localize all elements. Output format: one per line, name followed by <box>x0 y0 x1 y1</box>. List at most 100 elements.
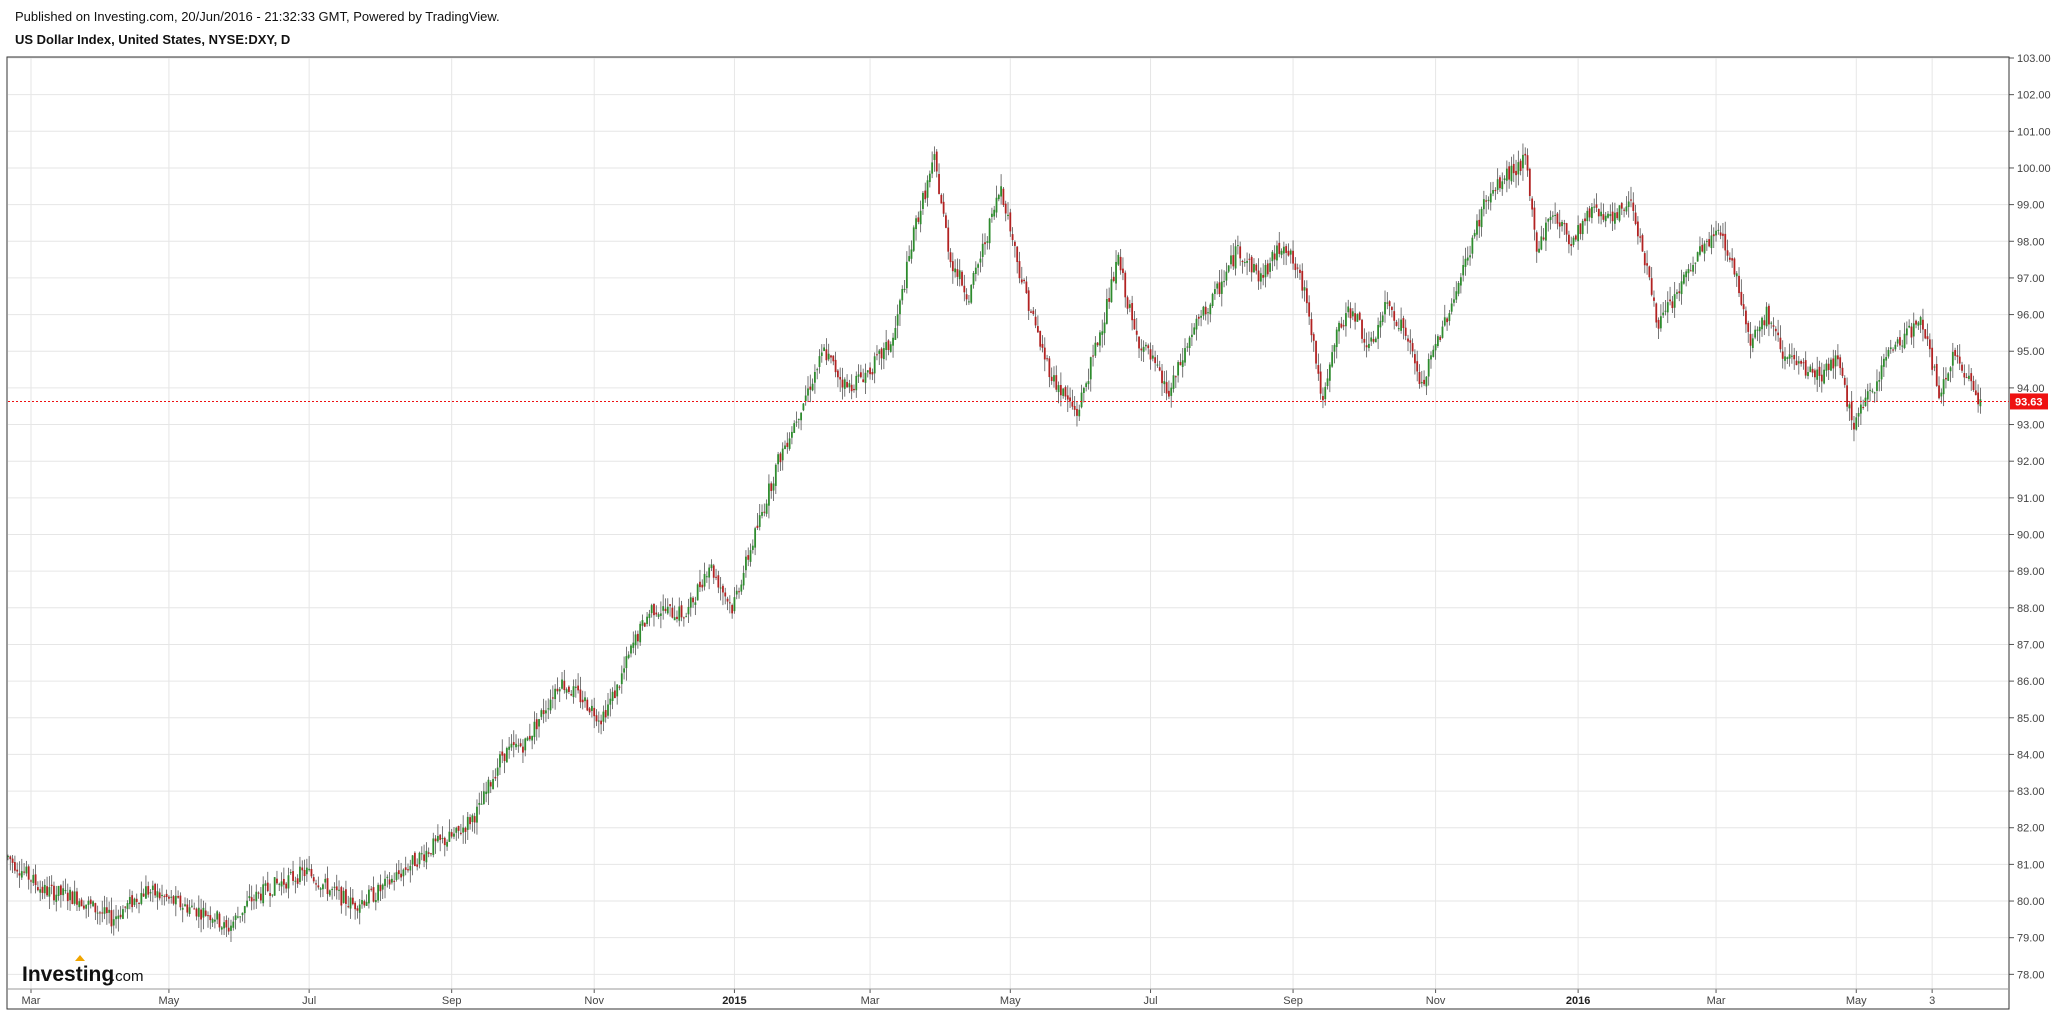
candle-body <box>18 873 21 876</box>
candle-body <box>1209 304 1212 315</box>
candle-body <box>333 886 336 888</box>
candle-body <box>1039 330 1042 347</box>
candle-body <box>756 525 759 528</box>
x-tick-label: Mar <box>1707 995 1726 1007</box>
candle-body <box>1434 343 1437 351</box>
candle-body <box>253 899 255 901</box>
candle-body <box>524 738 527 751</box>
candle-body <box>1466 257 1469 261</box>
candle-body <box>650 605 653 614</box>
candle-body <box>954 268 957 273</box>
candle-body <box>1082 388 1085 393</box>
candle-body <box>710 564 713 569</box>
candle-body <box>1774 328 1777 332</box>
candle-body <box>949 252 952 263</box>
candle-body <box>1186 346 1189 348</box>
candle-body <box>1648 266 1651 278</box>
candle-body <box>1641 235 1644 252</box>
candle-body <box>991 213 993 217</box>
candle-body <box>361 900 363 905</box>
candle-body <box>43 884 46 894</box>
candle-body <box>1889 347 1892 350</box>
candle-body <box>328 890 331 896</box>
candle-body <box>620 673 623 685</box>
y-tick-label: 83.00 <box>2017 786 2045 798</box>
candle-body <box>846 381 848 388</box>
candle-body <box>126 903 129 910</box>
candle-body <box>1839 357 1842 369</box>
candle-body <box>1859 404 1862 414</box>
candle-body <box>636 633 639 642</box>
candle-body <box>1558 222 1561 227</box>
candle-body <box>1634 212 1637 224</box>
candle-body <box>1636 221 1639 237</box>
candle-body <box>1425 376 1428 387</box>
candle-body <box>1099 332 1101 346</box>
candle-body <box>873 356 876 374</box>
candle-body <box>161 894 163 897</box>
candle-body <box>1687 268 1690 274</box>
candle-body <box>1701 244 1704 252</box>
candle-body <box>434 838 437 842</box>
candle-body <box>363 901 366 906</box>
candle-body <box>1080 392 1083 408</box>
candle-body <box>735 590 738 595</box>
candle-body <box>1958 356 1961 364</box>
candle-body <box>1370 337 1373 342</box>
candle-body <box>1391 306 1393 310</box>
candle-body <box>1253 264 1255 273</box>
candle-body <box>455 827 458 833</box>
candle-body <box>703 573 706 587</box>
candle-body <box>538 719 540 727</box>
candle-body <box>48 887 51 897</box>
candle-body <box>1912 323 1915 337</box>
candle-body <box>600 720 603 725</box>
candle-body <box>243 906 246 914</box>
y-tick-label: 103.00 <box>2017 53 2051 65</box>
candle-body <box>607 704 609 716</box>
candle-body <box>653 603 655 616</box>
y-tick-label: 100.00 <box>2017 163 2051 175</box>
candle-body <box>499 754 501 768</box>
candle-body <box>469 817 471 825</box>
candle-body <box>1616 212 1619 219</box>
candle-body <box>223 922 225 929</box>
candle-body <box>761 512 763 516</box>
candle-body <box>1749 333 1752 346</box>
candle-body <box>450 832 453 837</box>
candle-body <box>639 623 642 643</box>
y-tick-label: 101.00 <box>2017 126 2051 138</box>
candle-body <box>1471 237 1474 254</box>
candle-body <box>1522 154 1524 169</box>
candle-body <box>1204 306 1207 315</box>
candle-body <box>379 884 382 892</box>
candle-body <box>1818 366 1821 376</box>
y-tick-label: 86.00 <box>2017 676 2045 688</box>
candle-body <box>1931 347 1934 370</box>
candle-body <box>1745 310 1747 325</box>
candle-body <box>1030 311 1032 313</box>
x-tick-label: May <box>1000 995 1021 1007</box>
candle-body <box>1756 329 1759 331</box>
y-tick-label: 79.00 <box>2017 933 2045 945</box>
candle-body <box>972 273 975 285</box>
candle-body <box>273 877 276 896</box>
candle-body <box>145 886 147 899</box>
candle-body <box>218 913 221 928</box>
candle-body <box>1048 358 1051 378</box>
candle-body <box>1666 302 1669 313</box>
candle-body <box>604 710 607 718</box>
candle-body <box>694 602 697 605</box>
candle-body <box>1119 256 1122 271</box>
candle-body <box>1779 337 1782 350</box>
candle-body <box>685 616 688 618</box>
candle-body <box>1312 334 1315 341</box>
x-tick-label: Nov <box>1426 995 1446 1007</box>
candle-body <box>728 602 731 604</box>
candle-body <box>1216 283 1219 289</box>
candle-body <box>441 837 444 839</box>
candle-body <box>1034 316 1037 326</box>
candle-body <box>1961 364 1963 371</box>
candle-body <box>1294 263 1297 271</box>
